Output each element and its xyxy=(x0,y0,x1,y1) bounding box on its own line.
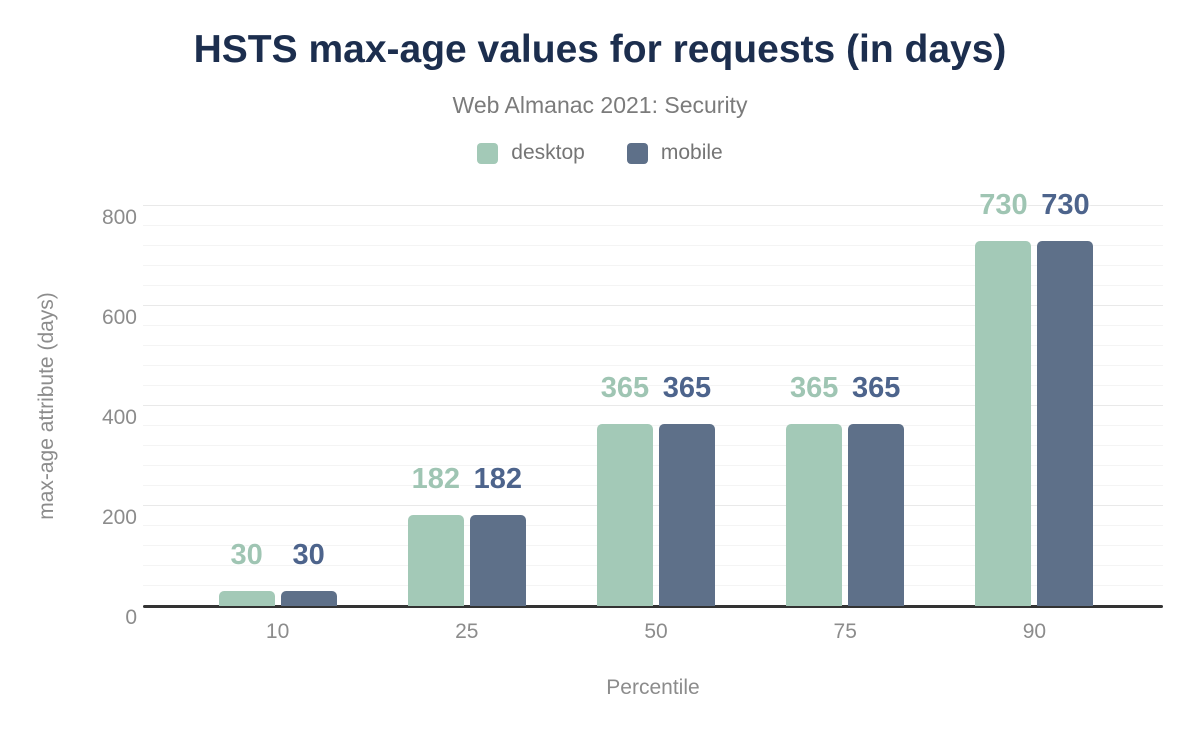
legend-label-desktop: desktop xyxy=(511,141,585,164)
chart-title: HSTS max-age values for requests (in day… xyxy=(193,28,1007,71)
bar-desktop-p75: 365 xyxy=(786,373,843,606)
chart-subtitle: Web Almanac 2021: Security xyxy=(452,92,748,118)
bar-mobile-p10: 30 xyxy=(280,541,337,606)
minor-gridline xyxy=(143,285,1163,286)
major-gridline xyxy=(143,305,1163,306)
minor-gridline xyxy=(143,425,1163,426)
minor-gridline xyxy=(143,525,1163,526)
bar-value-label-desktop-p10: 30 xyxy=(230,539,263,571)
bar-value-label-mobile-p25: 182 xyxy=(473,463,522,495)
y-axis-ticks: 0 200 400 600 800 xyxy=(101,206,137,629)
minor-gridline xyxy=(143,325,1163,326)
bar-desktop-p50: 365 xyxy=(597,373,653,606)
x-tick-label-p50: 50 xyxy=(644,620,668,643)
bar-group-p75: 365 365 xyxy=(751,206,940,606)
bar-desktop-p90: 730 xyxy=(975,191,1032,606)
x-tick-label-p25: 25 xyxy=(455,620,479,643)
legend-label-mobile: mobile xyxy=(660,141,723,164)
minor-gridline xyxy=(143,585,1163,586)
bar-mobile-p25: 182 xyxy=(469,465,526,606)
x-axis-line xyxy=(143,605,1163,608)
bar-value-label-desktop-p50: 365 xyxy=(600,371,650,404)
bar-group-p50: 365 365 xyxy=(561,206,750,606)
x-tick-label-p90: 90 xyxy=(1022,620,1047,643)
minor-gridline xyxy=(143,445,1163,446)
desktop-swatch-icon xyxy=(477,142,499,164)
minor-gridline xyxy=(143,545,1163,546)
bar-value-label-mobile-p90: 730 xyxy=(1041,189,1090,221)
minor-gridline xyxy=(143,465,1163,466)
x-axis-ticks: 10 25 50 75 90 xyxy=(143,620,1163,644)
bar-group-p25: 182 182 xyxy=(372,206,561,606)
legend-item-mobile: mobile xyxy=(626,141,723,165)
bar-groups: 30 30 182 182 365 365 365 365 730 730 xyxy=(143,191,1163,606)
bar-value-label-desktop-p75: 365 xyxy=(790,371,839,404)
major-gridline xyxy=(143,505,1163,506)
bar-group-p10: 30 30 xyxy=(183,206,372,606)
major-gridline xyxy=(143,405,1163,406)
bar-value-label-mobile-p75: 365 xyxy=(852,371,901,404)
legend: desktop mobile xyxy=(0,141,1200,165)
plot-area: 30 30 182 182 365 365 365 365 730 730 xyxy=(143,191,1163,608)
bar-mobile-p50: 365 xyxy=(659,373,715,606)
minor-gridline xyxy=(143,565,1163,566)
bar-value-label-desktop-p25: 182 xyxy=(411,463,460,495)
minor-gridline xyxy=(143,245,1163,246)
x-axis-title: Percentile xyxy=(606,676,700,699)
mobile-swatch-icon xyxy=(626,142,648,164)
bar-mobile-p75: 365 xyxy=(848,373,905,606)
minor-gridline xyxy=(143,485,1163,486)
bar-desktop-p10: 30 xyxy=(218,541,275,606)
bar-value-label-mobile-p50: 365 xyxy=(662,371,712,404)
legend-item-desktop: desktop xyxy=(477,141,585,165)
minor-gridline xyxy=(143,345,1163,346)
bar-desktop-p25: 182 xyxy=(407,465,464,606)
bar-value-label-mobile-p10: 30 xyxy=(292,539,325,571)
x-tick-label-p10: 10 xyxy=(265,620,290,643)
minor-gridline xyxy=(143,385,1163,386)
bar-group-p90: 730 730 xyxy=(940,191,1129,606)
minor-gridline xyxy=(143,265,1163,266)
minor-gridline xyxy=(143,225,1163,226)
x-tick-label-p75: 75 xyxy=(833,620,857,643)
major-gridline xyxy=(143,205,1163,206)
bar-value-label-desktop-p90: 730 xyxy=(979,189,1028,221)
minor-gridline xyxy=(143,365,1163,366)
bar-mobile-p90: 730 xyxy=(1037,191,1094,606)
